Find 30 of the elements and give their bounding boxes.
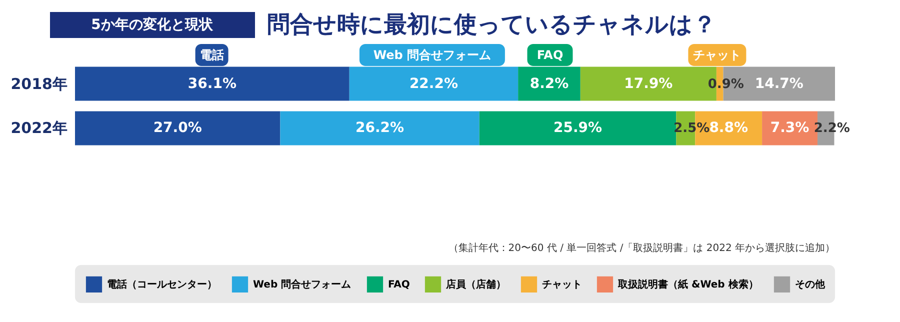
legend-label: 取扱説明書（紙 &Web 検索）: [617, 278, 758, 290]
bar: [280, 111, 480, 146]
legend-label: FAQ: [388, 279, 410, 290]
data-label: 26.2%: [355, 120, 404, 136]
text: （集計年代：20〜60 代 / 単一回答式 /「取扱説明書」は 2022 年から選択肢に追加）: [448, 242, 835, 254]
data-label: 2.2%: [814, 121, 850, 136]
legend-label: 店員（店舗）: [445, 278, 506, 290]
y-tick-label: 2018年: [10, 74, 68, 93]
chart-title: 問合せ時に最初に使っているチャネルは？: [267, 11, 716, 38]
bar: [479, 111, 676, 146]
y-tick-label: 2022年: [10, 119, 68, 138]
chart-subtitle: 5か年の変化と現状: [91, 16, 214, 33]
data-label: 8.8%: [709, 120, 748, 136]
data-label: 8.2%: [530, 76, 569, 92]
data-label: 14.7%: [754, 76, 804, 92]
annotation: FAQ: [536, 48, 564, 62]
legend-label: Web 問合せフォーム: [253, 278, 352, 290]
legend-label: チャット: [542, 279, 582, 290]
data-label: 27.0%: [153, 120, 202, 136]
data-label: 25.9%: [553, 120, 602, 136]
data-label: 7.3%: [770, 120, 810, 136]
annotation: Web 問合せフォーム: [373, 48, 492, 62]
data-label: 22.2%: [409, 76, 458, 92]
bar: [75, 111, 280, 146]
data-label: 36.1%: [188, 76, 236, 92]
annotation: 電話: [200, 48, 224, 62]
data-label: 17.9%: [624, 76, 673, 92]
annotation: チャット: [693, 48, 742, 62]
legend-label: その他: [795, 278, 826, 290]
legend-label: 電話（コールセンター）: [107, 278, 217, 290]
